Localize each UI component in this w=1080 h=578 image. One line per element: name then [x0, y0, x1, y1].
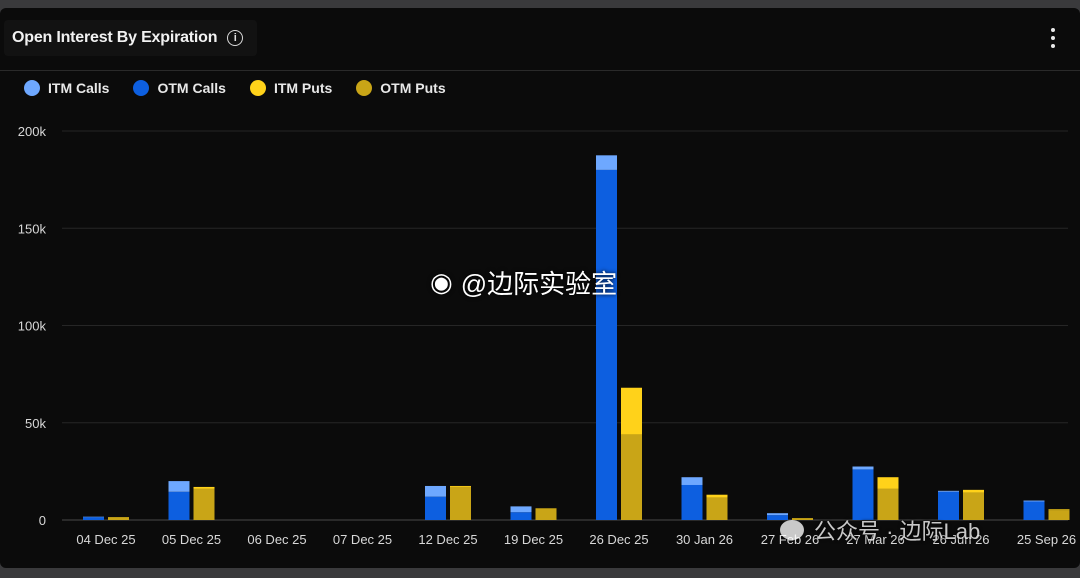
bar-segment [681, 477, 703, 485]
bar-segment [877, 488, 899, 520]
chart-title: Open Interest By Expiration [12, 29, 218, 46]
y-tick-label: 150k [18, 221, 47, 236]
y-tick-label: 50k [25, 416, 46, 431]
bar-segment [767, 515, 788, 520]
bar-segment [108, 517, 129, 520]
bar-segment [425, 496, 446, 520]
bar-segment [938, 491, 959, 520]
weibo-icon: ◉ [430, 267, 453, 297]
legend-item-itm-puts[interactable]: ITM Puts [249, 80, 333, 96]
x-tick-label: 07 Dec 25 [333, 532, 392, 547]
bar-segment [83, 516, 104, 518]
y-tick-label: 100k [18, 319, 47, 334]
weibo-handle: @边际实验室 [460, 269, 618, 299]
bar-segment [706, 494, 728, 498]
bar-segment [621, 387, 642, 435]
x-tick-label: 26 Jun 26 [932, 532, 989, 547]
bar-segment [792, 518, 813, 520]
x-tick-label: 30 Jan 26 [676, 532, 733, 547]
bar-segment [168, 491, 190, 520]
bar-segment [852, 469, 874, 520]
legend-item-itm-calls[interactable]: ITM Calls [24, 80, 109, 96]
bar-segment [767, 513, 788, 516]
legend-dot [24, 80, 40, 96]
more-vertical-icon[interactable] [1040, 22, 1066, 54]
bar-segment [535, 508, 557, 520]
card-header: Open Interest By Expiration i [0, 8, 1080, 71]
legend-label: ITM Puts [273, 80, 333, 96]
x-tick-label: 26 Dec 25 [589, 532, 648, 547]
bar-segment [877, 477, 899, 489]
bar-segment [193, 488, 215, 520]
bar-segment [706, 497, 728, 520]
bar-segment [510, 506, 532, 513]
bar-segment [1048, 509, 1070, 511]
legend-dot [249, 80, 266, 96]
bar-segment [1023, 500, 1045, 502]
wechat-label: 公众号 · 边际Lab [814, 519, 981, 544]
bar-segment [681, 484, 703, 520]
wechat-icon [780, 520, 804, 540]
legend-label: OTM Puts [380, 80, 446, 96]
bar-segment [792, 518, 813, 519]
bar-segment [852, 466, 874, 470]
x-tick-label: 04 Dec 25 [76, 532, 135, 547]
legend-item-otm-calls[interactable]: OTM Calls [133, 80, 226, 96]
legend-dot [133, 80, 150, 96]
bar-segment [621, 434, 642, 520]
bar-segment [1023, 501, 1045, 520]
chart-legend: ITM Calls OTM Calls ITM Puts OTM Puts [24, 80, 446, 96]
chart-card: Open Interest By Expiration i [0, 8, 1080, 568]
bar-segment [963, 492, 984, 520]
legend-label: OTM Calls [157, 80, 226, 96]
bar-segment [1048, 510, 1070, 520]
x-tick-label: 19 Dec 25 [504, 532, 563, 547]
y-tick-label: 0 [39, 513, 46, 528]
title-pill: Open Interest By Expiration i [4, 20, 258, 56]
x-tick-label: 05 Dec 25 [162, 532, 221, 547]
legend-item-otm-puts[interactable]: OTM Puts [356, 80, 446, 96]
bar-segment [450, 485, 471, 487]
bar-segment [168, 481, 190, 492]
bar-segment [596, 169, 617, 520]
x-tick-label: 27 Mar 26 [846, 532, 905, 547]
legend-dot [356, 80, 373, 96]
x-tick-label: 06 Dec 25 [247, 532, 306, 547]
x-tick-label: 25 Sep 26 [1017, 532, 1076, 547]
bar-segment [596, 155, 617, 170]
bar-segment [450, 486, 471, 520]
bar-segment [535, 508, 557, 509]
info-icon[interactable]: i [227, 30, 244, 46]
bar-segment [963, 489, 984, 493]
y-tick-label: 200k [18, 124, 47, 139]
bar-segment [193, 486, 215, 489]
bar-segment [83, 517, 104, 520]
bar-segment [938, 490, 959, 492]
wechat-watermark: 公众号 · 边际Lab [780, 514, 980, 546]
bar-segment [510, 512, 532, 520]
bar-segment [425, 485, 446, 497]
weibo-watermark: ◉ @边际实验室 [430, 264, 617, 301]
legend-label: ITM Calls [48, 80, 110, 96]
x-tick-label: 12 Dec 25 [418, 532, 477, 547]
